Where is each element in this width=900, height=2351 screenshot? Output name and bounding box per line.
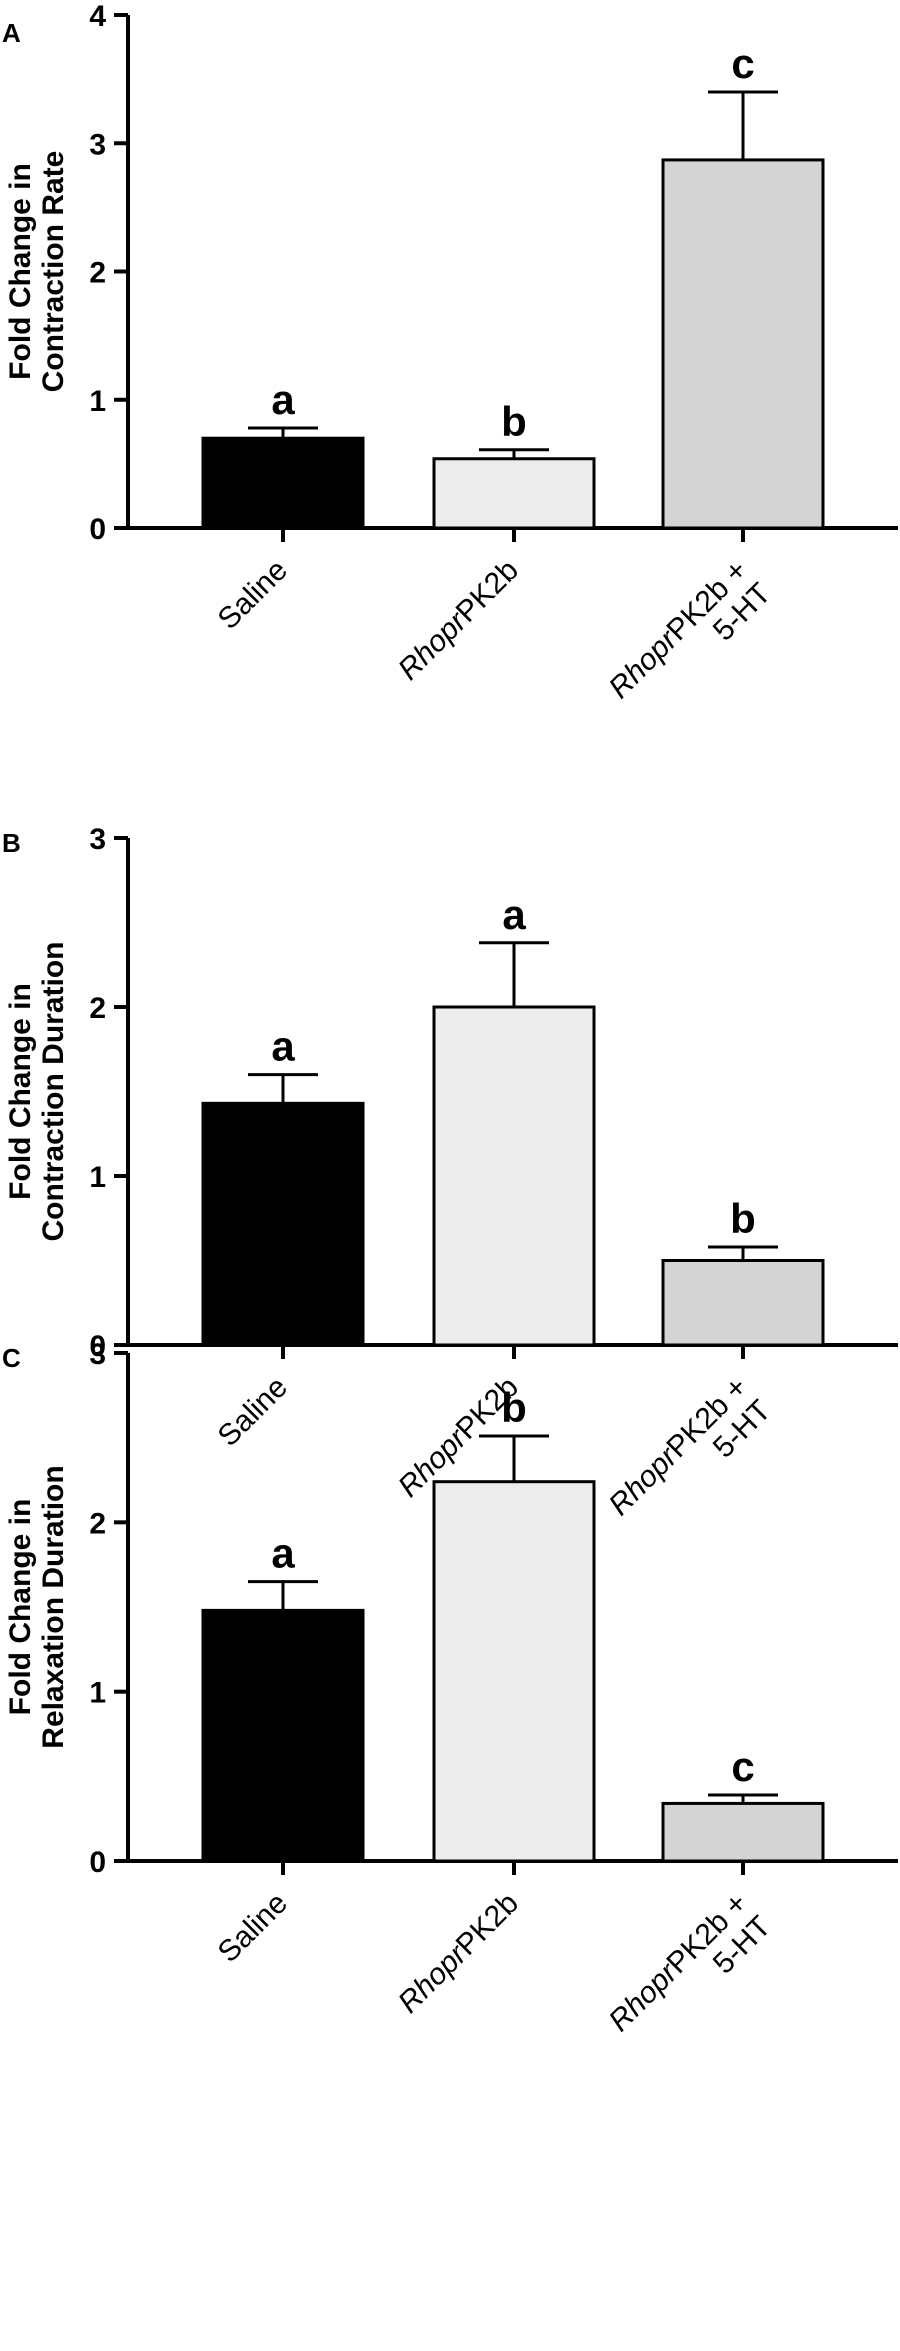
y-tick-label: 2 <box>89 992 106 1025</box>
y-tick-label: 3 <box>89 128 106 161</box>
category-label: RhoprPK2b <box>392 554 525 687</box>
category-label-part: PK2b <box>450 554 525 629</box>
y-tick-label: 2 <box>89 257 106 290</box>
y-tick-label: 1 <box>89 385 106 418</box>
category-label-part: Saline <box>212 1887 294 1969</box>
significance-letter: a <box>271 1023 295 1070</box>
y-axis-title: Fold Change inRelaxation Duration <box>4 1465 70 1748</box>
category-label: RhoprPK2b <box>392 1887 525 2020</box>
panel-letter: C <box>2 1343 21 1373</box>
y-axis-title-line: Fold Change in <box>4 983 37 1200</box>
category-label-part: Saline <box>212 554 294 636</box>
significance-letter: b <box>501 1384 527 1431</box>
category-label: RhoprPK2b +5-HT <box>603 1371 778 1546</box>
y-axis-title-line: Relaxation Duration <box>37 1465 70 1748</box>
y-tick-label: 3 <box>89 1338 106 1371</box>
category-label: RhoprPK2b +5-HT <box>603 1887 778 2062</box>
bar <box>201 436 365 530</box>
significance-letter: b <box>501 398 527 445</box>
y-axis-title-line: Fold Change in <box>4 1499 37 1716</box>
significance-letter: a <box>271 1530 295 1577</box>
category-label: Saline <box>212 1887 294 1969</box>
category-label-part: Saline <box>212 1371 294 1453</box>
y-axis-title: Fold Change inContraction Duration <box>4 942 70 1242</box>
y-axis-title-line: Contraction Duration <box>37 942 70 1242</box>
y-axis-title-line: Contraction Rate <box>37 151 70 393</box>
bar <box>432 457 596 530</box>
significance-letter: c <box>731 40 754 87</box>
chart-panel-a: A Fold Change inContraction Rate 0 1 2 3 4 a Sal… <box>2 0 898 729</box>
y-tick-label: 0 <box>89 513 106 546</box>
y-tick-label: 0 <box>89 1846 106 1879</box>
category-label-part: PK2b <box>450 1887 525 1962</box>
y-axis-title: Fold Change inContraction Rate <box>4 151 70 393</box>
category-label: Saline <box>212 554 294 636</box>
bar <box>432 1005 596 1347</box>
y-tick-label: 2 <box>89 1507 106 1540</box>
significance-letter: c <box>731 1743 754 1790</box>
category-label: RhoprPK2b +5-HT <box>603 554 778 729</box>
bar <box>661 1801 825 1863</box>
y-tick-label: 1 <box>89 1161 106 1194</box>
category-label: Saline <box>212 1371 294 1453</box>
bar <box>432 1480 596 1863</box>
bar <box>201 1101 365 1347</box>
panel-letter: A <box>2 18 21 48</box>
bar <box>661 158 825 530</box>
bar <box>201 1608 365 1863</box>
y-tick-label: 3 <box>89 823 106 856</box>
chart-panel-b: B Fold Change inContraction Duration 0 1 2 3 a… <box>2 823 898 1546</box>
y-axis-title-line: Fold Change in <box>4 163 37 380</box>
bar <box>661 1259 825 1347</box>
y-tick-label: 4 <box>89 0 106 33</box>
y-tick-label: 0 <box>89 1330 106 1363</box>
significance-letter: a <box>271 376 295 423</box>
significance-letter: b <box>730 1195 756 1242</box>
panel-letter: B <box>2 828 21 858</box>
significance-letter: a <box>502 891 526 938</box>
y-tick-label: 1 <box>89 1677 106 1710</box>
